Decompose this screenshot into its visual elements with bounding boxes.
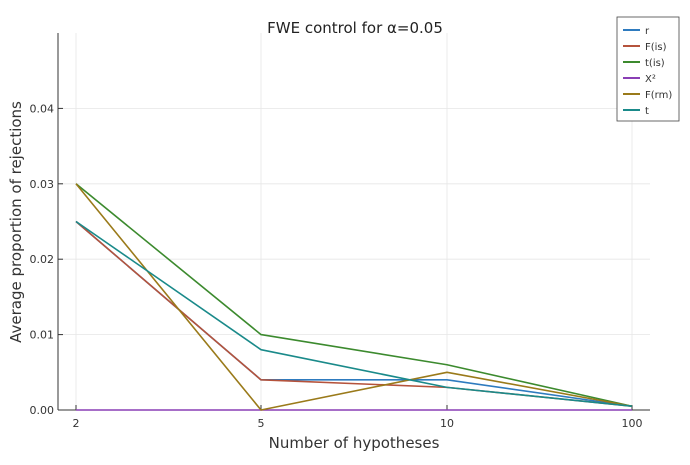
y-tick-label: 0.04 xyxy=(30,102,55,115)
grid xyxy=(58,33,650,410)
series-lines xyxy=(75,183,633,411)
legend-entry-label: X² xyxy=(645,74,656,85)
legend: r F(is) t(is) X² F(rm) t xyxy=(616,16,680,122)
y-tick-label: 0.00 xyxy=(30,404,55,417)
y-tick-label: 0.01 xyxy=(30,329,55,342)
legend-entry-label: t xyxy=(645,106,649,117)
y-tick-label: 0.03 xyxy=(30,178,55,191)
legend-entry-label: F(is) xyxy=(645,42,667,53)
legend-entry-label: t(is) xyxy=(645,58,665,69)
series-line-5 xyxy=(75,183,633,411)
x-tick-label: 5 xyxy=(258,417,265,430)
y-tick-label: 0.02 xyxy=(30,253,55,266)
x-tick-label: 2 xyxy=(73,417,80,430)
legend-entry-label: F(rm) xyxy=(645,90,672,101)
series-line-6 xyxy=(75,220,633,408)
chart-title: FWE control for α=0.05 xyxy=(267,19,443,37)
legend-box xyxy=(616,16,680,122)
x-axis-label: Number of hypotheses xyxy=(269,434,440,452)
x-tick-label: 100 xyxy=(622,417,643,430)
legend-entry-label: r xyxy=(645,26,650,37)
series-line-3 xyxy=(75,183,633,408)
series-line-1 xyxy=(75,220,633,408)
ticks: 2 5 10 100 0.00 0.01 0.02 0.03 0.04 xyxy=(30,102,643,430)
y-axis-label: Average proportion of rejections xyxy=(7,101,25,343)
x-tick-label: 10 xyxy=(440,417,454,430)
series-line-2 xyxy=(75,220,633,408)
